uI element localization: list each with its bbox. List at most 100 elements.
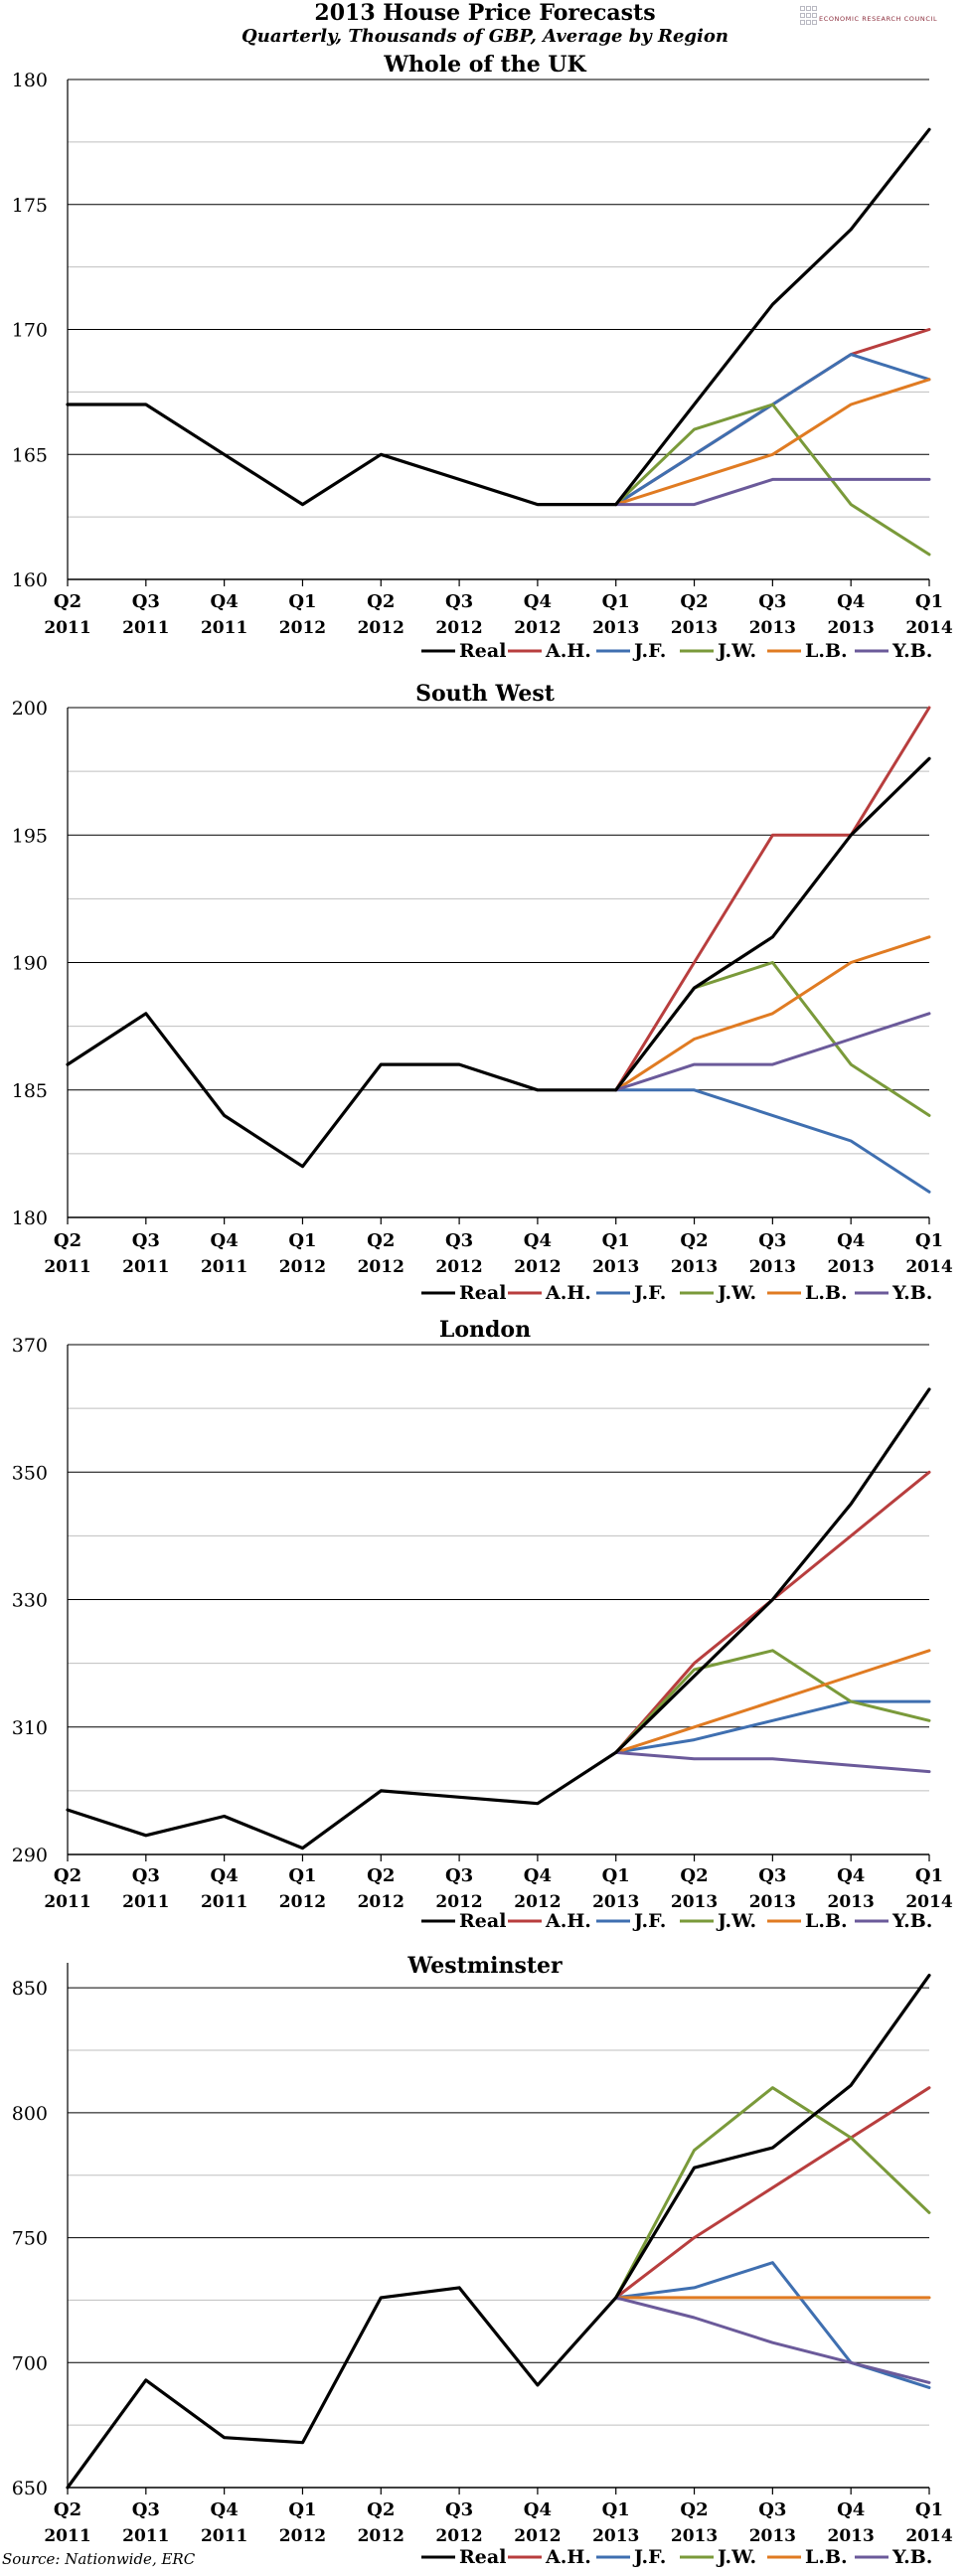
legend-label: Real <box>459 1282 506 1304</box>
x-tick-label-quarter: Q2 <box>680 1865 708 1886</box>
x-tick-label-year: 2012 <box>279 1892 326 1912</box>
series-line-jw <box>614 402 931 557</box>
series-line-ah <box>614 2086 931 2300</box>
x-tick-label-quarter: Q1 <box>602 1865 630 1886</box>
chart-title: London <box>439 1317 531 1343</box>
x-tick-label-year: 2012 <box>514 2526 561 2546</box>
y-tick-label: 180 <box>12 1208 48 1229</box>
chart-3: London 290 310 330 350 370 Q2 2011 Q3 2011 Q4 2011 Q… <box>12 1317 953 1932</box>
page-subtitle: Quarterly, Thousands of GBP, Average by … <box>242 26 728 47</box>
x-tick-label-year: 2013 <box>671 1257 718 1277</box>
x-tick-label-year: 2012 <box>358 2526 404 2546</box>
legend-label: L.B. <box>805 1282 848 1304</box>
x-tick-label-year: 2013 <box>592 1257 639 1277</box>
x-tick-label-year: 2011 <box>44 618 90 638</box>
x-tick-label-year: 2013 <box>828 618 875 638</box>
x-tick-label-quarter: Q4 <box>211 2499 239 2520</box>
chart-1: Whole of the UK 160 165 170 175 180 Q2 2011 Q3 20… <box>12 52 953 662</box>
x-tick-label-year: 2012 <box>279 2526 326 2546</box>
x-tick-label-quarter: Q2 <box>54 2499 81 2520</box>
x-tick-label-year: 2012 <box>514 1257 561 1277</box>
y-tick-label: 750 <box>12 2228 48 2250</box>
x-tick-label-quarter: Q1 <box>288 591 316 612</box>
series-line-yb <box>614 2296 931 2384</box>
x-tick-label-quarter: Q3 <box>132 1230 160 1251</box>
legend-label: Real <box>459 640 506 662</box>
legend-label: Real <box>459 2546 506 2568</box>
logo-text: ECONOMIC RESEARCH COUNCIL <box>819 15 938 23</box>
x-tick-label-year: 2012 <box>435 1257 482 1277</box>
legend-label: Y.B. <box>891 1282 932 1304</box>
x-tick-label-quarter: Q2 <box>367 591 395 612</box>
erc-logo: ECONOMIC RESEARCH COUNCIL <box>800 4 969 34</box>
y-tick-label: 850 <box>12 1978 48 2000</box>
x-tick-label-year: 2013 <box>671 1892 718 1912</box>
x-tick-label-quarter: Q1 <box>602 2499 630 2520</box>
chart-4: Westminster 650 700 750 800 850 Q2 2011 Q3 2011 Q4… <box>12 1953 953 2568</box>
x-tick-label-quarter: Q4 <box>211 1865 239 1886</box>
y-tick-label: 330 <box>12 1590 48 1612</box>
x-tick-label-quarter: Q3 <box>132 1865 160 1886</box>
legend-label: A.H. <box>545 640 591 662</box>
series-line-jf <box>614 353 931 507</box>
x-tick-label-quarter: Q3 <box>132 2499 160 2520</box>
x-tick-label-quarter: Q4 <box>837 2499 865 2520</box>
x-tick-label-quarter: Q2 <box>680 1230 708 1251</box>
x-tick-label-year: 2011 <box>44 2526 90 2546</box>
series-line-real <box>66 1387 931 1851</box>
x-tick-label-year: 2013 <box>592 1892 639 1912</box>
series-line-lb <box>614 1649 931 1754</box>
y-tick-label: 190 <box>12 953 48 975</box>
series-line-jw <box>614 961 931 1117</box>
x-tick-label-quarter: Q1 <box>288 1230 316 1251</box>
legend-label: Y.B. <box>891 2546 932 2568</box>
x-tick-label-quarter: Q1 <box>915 1865 943 1886</box>
x-tick-label-quarter: Q4 <box>524 2499 552 2520</box>
legend-label: J.W. <box>716 640 756 662</box>
series-line-jf <box>614 1088 931 1194</box>
x-tick-label-year: 2013 <box>828 1892 875 1912</box>
series-line-jf <box>614 1699 931 1754</box>
x-tick-label-quarter: Q3 <box>445 1230 473 1251</box>
chart-title: Westminster <box>406 1953 563 1979</box>
y-tick-label: 290 <box>12 1845 48 1866</box>
x-tick-label-year: 2014 <box>905 1892 952 1912</box>
series-line-yb <box>614 1750 931 1774</box>
series-line-yb <box>614 1012 931 1092</box>
legend-label: J.W. <box>716 2546 756 2568</box>
x-tick-label-quarter: Q4 <box>837 1865 865 1886</box>
series-line-jf <box>614 2261 931 2389</box>
x-tick-label-year: 2012 <box>435 1892 482 1912</box>
logo-grid-icon <box>800 6 822 32</box>
legend-label: L.B. <box>805 640 848 662</box>
legend-label: Real <box>459 1910 506 1932</box>
x-tick-label-year: 2011 <box>122 2526 169 2546</box>
x-tick-label-year: 2011 <box>44 1257 90 1277</box>
x-tick-label-quarter: Q2 <box>54 1230 81 1251</box>
x-tick-label-year: 2012 <box>279 618 326 638</box>
x-tick-label-year: 2014 <box>905 2526 952 2546</box>
x-tick-label-year: 2011 <box>201 1892 247 1912</box>
page-title: 2013 House Price Forecasts <box>314 0 656 26</box>
x-tick-label-quarter: Q4 <box>837 591 865 612</box>
y-tick-label: 310 <box>12 1717 48 1739</box>
x-tick-label-year: 2011 <box>44 1892 90 1912</box>
source-note: Source: Nationwide, ERC <box>2 2550 196 2568</box>
x-tick-label-quarter: Q1 <box>915 1230 943 1251</box>
x-tick-label-year: 2013 <box>749 1892 796 1912</box>
series-line-real <box>66 127 931 507</box>
series-line-ah <box>614 706 931 1092</box>
x-tick-label-year: 2013 <box>828 2526 875 2546</box>
legend-label: J.W. <box>716 1910 756 1932</box>
x-tick-label-quarter: Q2 <box>680 591 708 612</box>
x-tick-label-year: 2013 <box>749 618 796 638</box>
x-tick-label-quarter: Q1 <box>602 591 630 612</box>
y-tick-label: 350 <box>12 1462 48 1484</box>
legend-label: J.F. <box>632 640 666 662</box>
series-line-real <box>66 756 931 1169</box>
y-tick-label: 175 <box>12 195 48 217</box>
series-line-lb <box>614 935 931 1092</box>
x-tick-label-quarter: Q1 <box>602 1230 630 1251</box>
